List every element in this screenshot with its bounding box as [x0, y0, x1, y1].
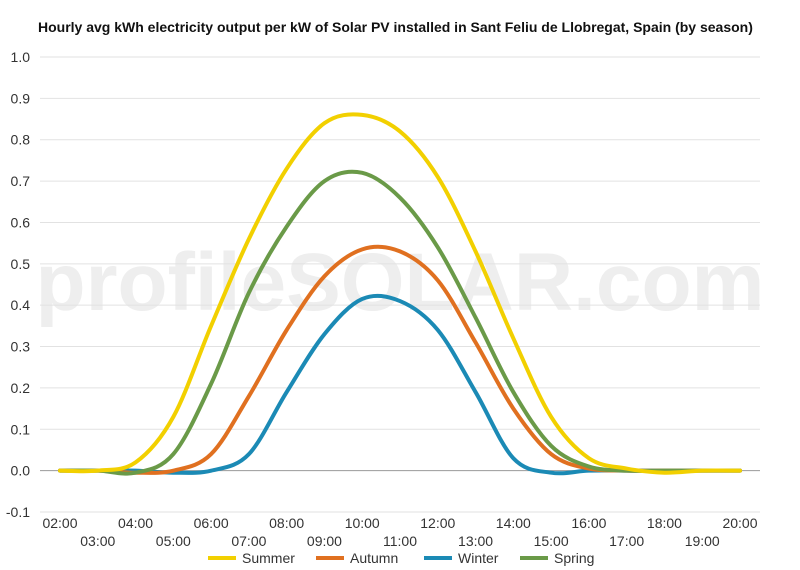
y-tick-label: 0.1 [11, 421, 31, 437]
y-tick-label: 0.4 [11, 297, 31, 313]
x-tick-label: 10:00 [345, 515, 380, 531]
chart-title: Hourly avg kWh electricity output per kW… [38, 19, 753, 35]
y-tick-label: -0.1 [6, 504, 30, 520]
series-line-summer [58, 112, 742, 475]
grid-layer [40, 56, 760, 513]
x-tick-label: 18:00 [647, 515, 682, 531]
x-tick-label: 14:00 [496, 515, 531, 531]
y-tick-label: 0.8 [11, 132, 31, 148]
x-tick-label: 06:00 [194, 515, 229, 531]
x-tick-label: 08:00 [269, 515, 304, 531]
legend-label-summer: Summer [242, 550, 295, 566]
series-line-spring [58, 169, 742, 476]
x-tick-label: 07:00 [231, 533, 266, 549]
y-tick-label: 0.6 [11, 214, 31, 230]
x-tick-label: 05:00 [156, 533, 191, 549]
x-tick-label: 17:00 [609, 533, 644, 549]
y-tick-label: 0.3 [11, 339, 31, 355]
x-tick-label: 03:00 [80, 533, 115, 549]
x-tick-label: 15:00 [534, 533, 569, 549]
axis-layer: 1.0 0.9 0.8 0.7 0.6 0.5 0.4 0.3 0.2 0.1 0.0 -0.1 02:… [6, 49, 758, 549]
x-tick-label: 09:00 [307, 533, 342, 549]
series-layer [58, 112, 742, 476]
legend-label-spring: Spring [554, 550, 594, 566]
y-tick-label: 0.2 [11, 380, 31, 396]
x-tick-label: 12:00 [420, 515, 455, 531]
legend-label-winter: Winter [458, 550, 499, 566]
x-tick-label: 19:00 [685, 533, 720, 549]
y-tick-label: 0.0 [11, 463, 31, 479]
x-tick-label: 02:00 [42, 515, 77, 531]
x-tick-label: 04:00 [118, 515, 153, 531]
legend: Summer Autumn Winter Spring [208, 550, 594, 566]
y-tick-label: 1.0 [11, 49, 31, 65]
y-tick-label: 0.9 [11, 90, 31, 106]
y-tick-label: 0.7 [11, 173, 31, 189]
x-tick-label: 20:00 [722, 515, 757, 531]
x-tick-label: 11:00 [383, 533, 417, 549]
legend-label-autumn: Autumn [350, 550, 398, 566]
x-tick-label: 13:00 [458, 533, 493, 549]
x-tick-label: 16:00 [571, 515, 606, 531]
y-tick-label: 0.5 [11, 256, 31, 272]
